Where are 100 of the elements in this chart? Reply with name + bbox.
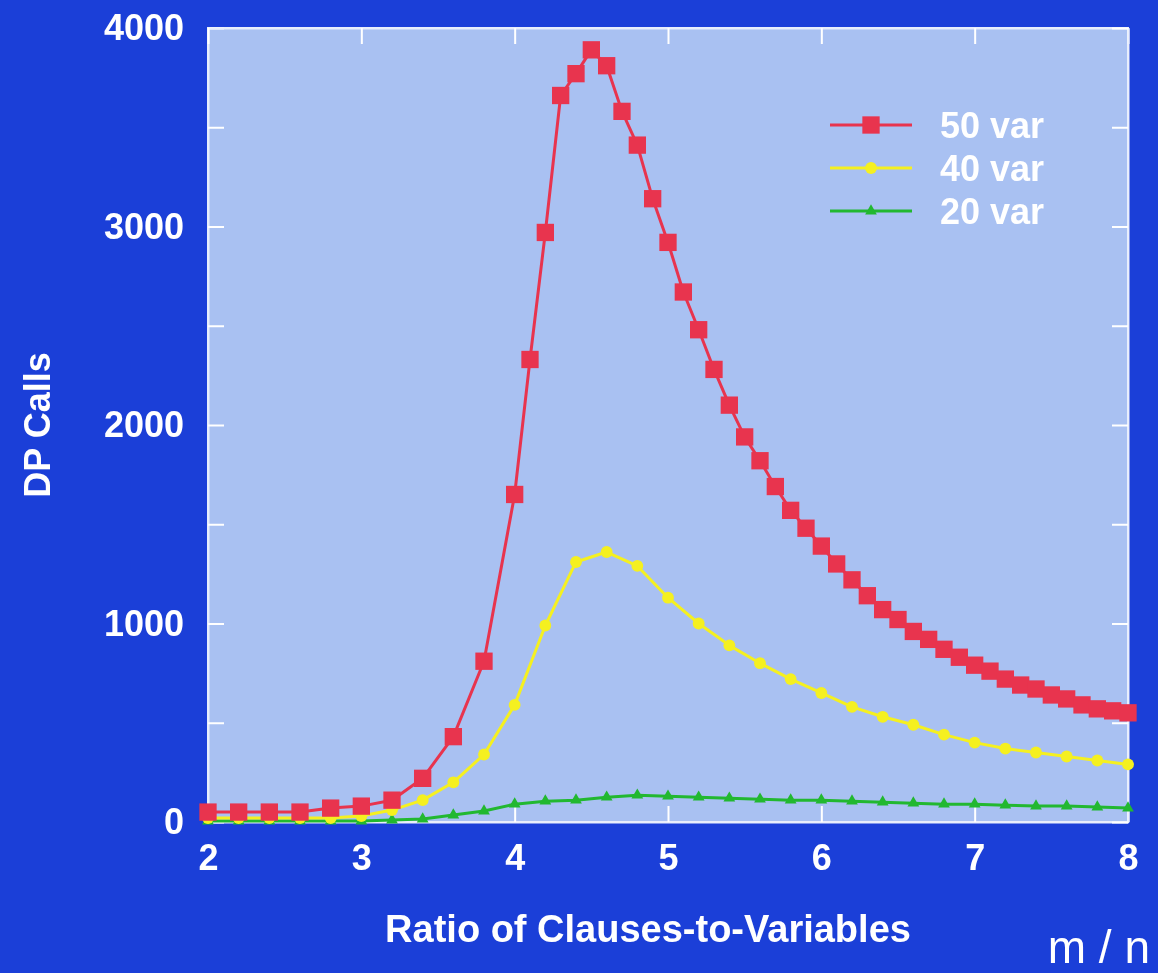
point (291, 803, 309, 821)
x-axis-title: Ratio of Clauses-to-Variables (385, 908, 911, 950)
point (1088, 700, 1106, 718)
point (260, 803, 278, 821)
point (828, 555, 846, 573)
point (843, 571, 861, 589)
x-tick-label: 5 (658, 836, 679, 878)
x-tick-label: 3 (351, 836, 372, 878)
point (631, 788, 644, 799)
point (506, 485, 524, 504)
point (705, 360, 723, 379)
point (784, 793, 797, 804)
point (552, 86, 570, 105)
x-tick-label: 2 (198, 836, 219, 878)
x-tick-label: 6 (811, 836, 832, 878)
point (662, 789, 674, 800)
point (508, 797, 521, 808)
point (444, 727, 462, 746)
point (889, 610, 907, 629)
text: m / n (1047, 921, 1150, 973)
point (1042, 686, 1060, 704)
y-tick-label: 2000 (103, 404, 184, 446)
point (598, 57, 616, 75)
point (815, 793, 828, 804)
y-axis-title: DP Calls (17, 352, 58, 498)
point (416, 794, 429, 807)
point (812, 537, 830, 555)
point (662, 591, 674, 604)
point (521, 350, 539, 369)
point (720, 396, 738, 414)
point (858, 587, 876, 605)
y-tick-label: 0 (163, 801, 184, 843)
point (1122, 801, 1134, 812)
point (723, 791, 736, 802)
point (478, 804, 490, 815)
point (383, 791, 401, 809)
point (1060, 750, 1073, 763)
legend-label: 40 var (940, 148, 1045, 189)
point (613, 102, 631, 121)
x-tick-label: 4 (505, 836, 526, 878)
point (199, 803, 217, 821)
point (539, 794, 552, 805)
point (846, 794, 858, 805)
point (904, 622, 922, 641)
point (1012, 676, 1030, 694)
point (674, 283, 692, 301)
point (322, 799, 340, 817)
point (416, 812, 429, 823)
point (782, 501, 800, 520)
point (508, 698, 521, 711)
point (920, 630, 938, 649)
point (950, 648, 968, 666)
point (1030, 746, 1042, 759)
point (938, 797, 950, 808)
point (815, 687, 828, 699)
point (938, 728, 950, 741)
point (935, 640, 953, 658)
point (536, 223, 554, 242)
point (600, 546, 613, 558)
point (723, 639, 736, 652)
point (631, 560, 644, 572)
point (230, 803, 248, 821)
point (600, 790, 613, 801)
point (1058, 690, 1076, 708)
point (1030, 799, 1042, 810)
point (968, 736, 981, 749)
point (475, 652, 493, 670)
y-tick-label: 1000 (103, 602, 184, 644)
point (754, 657, 766, 670)
point (1073, 696, 1091, 714)
point (659, 233, 677, 252)
point (582, 41, 600, 59)
point (846, 700, 858, 713)
point (628, 136, 646, 154)
point (644, 190, 662, 208)
point (570, 793, 582, 804)
point (692, 790, 705, 801)
x-tick-label: 7 (965, 836, 986, 878)
point (907, 796, 920, 807)
point (1027, 680, 1045, 698)
point (1060, 799, 1073, 810)
point (784, 673, 797, 685)
x-tick-label: 8 (1118, 836, 1139, 878)
point (751, 452, 769, 470)
point (996, 670, 1014, 688)
point (478, 748, 490, 761)
point (736, 428, 754, 446)
legend-label: 50 var (940, 105, 1045, 146)
point (352, 797, 370, 815)
point (567, 64, 585, 83)
point (797, 519, 815, 537)
point (1104, 702, 1122, 720)
point (1119, 704, 1137, 722)
point (874, 600, 892, 619)
point (907, 718, 920, 731)
point (999, 742, 1012, 755)
point (876, 795, 889, 806)
legend-label: 20 var (940, 191, 1045, 232)
point (570, 556, 582, 568)
point (692, 617, 705, 630)
